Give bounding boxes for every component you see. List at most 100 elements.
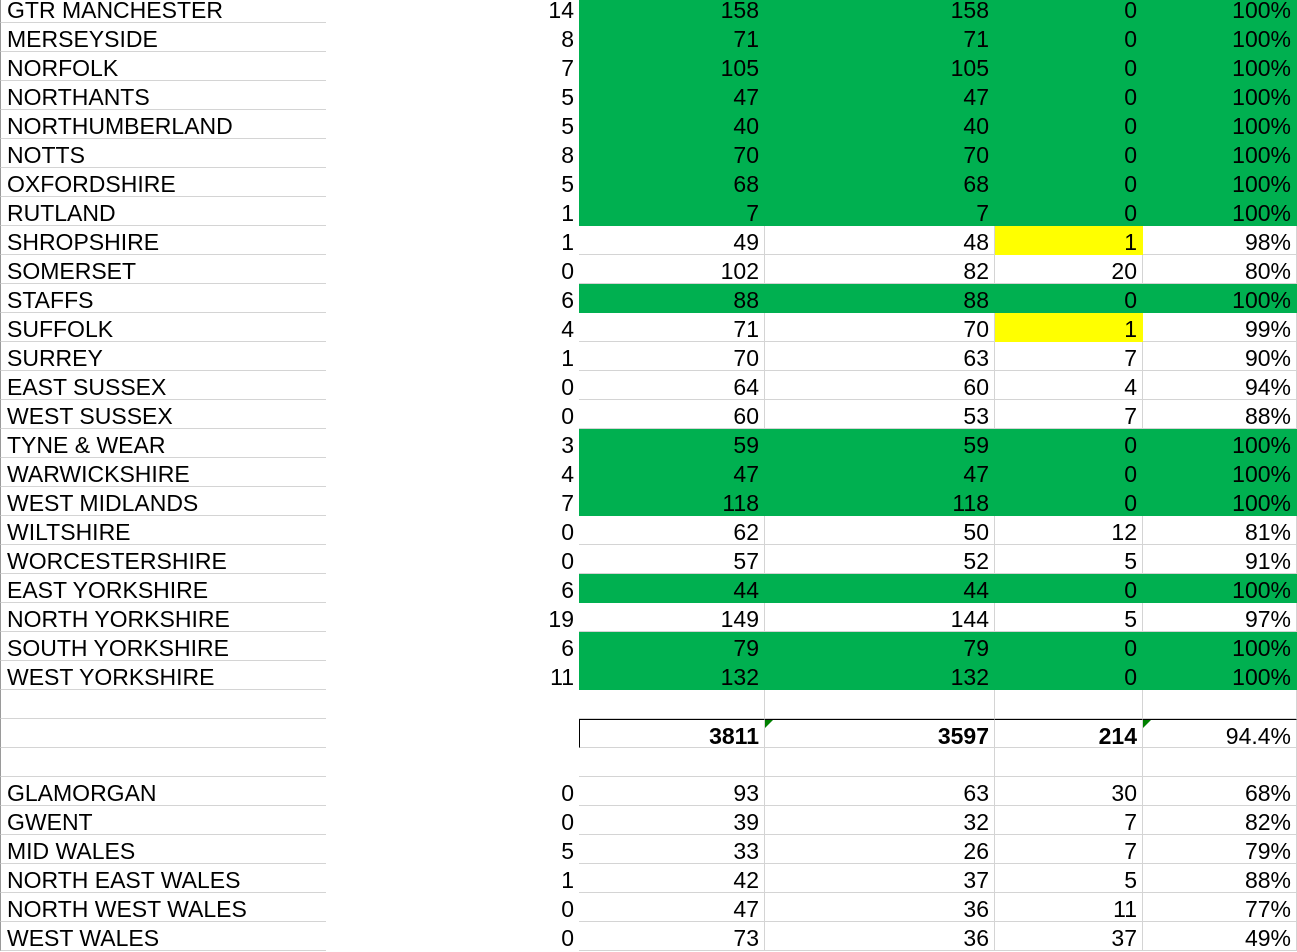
completed-cell[interactable]: 36 bbox=[765, 893, 995, 922]
completed-cell[interactable]: 47 bbox=[765, 458, 995, 487]
percent-cell[interactable]: 98% bbox=[1143, 226, 1297, 255]
region-name-cell[interactable]: RUTLAND bbox=[0, 197, 326, 226]
completed-cell[interactable]: 53 bbox=[765, 400, 995, 429]
outstanding-cell[interactable]: 20 bbox=[995, 255, 1143, 284]
completed-cell[interactable]: 48 bbox=[765, 226, 995, 255]
percent-cell[interactable]: 97% bbox=[1143, 603, 1297, 632]
outstanding-cell[interactable]: 0 bbox=[995, 284, 1143, 313]
total-cell[interactable]: 60 bbox=[579, 400, 765, 429]
completed-cell[interactable]: 79 bbox=[765, 632, 995, 661]
total-e-cell[interactable]: 214 bbox=[995, 719, 1143, 748]
total-cell[interactable]: 132 bbox=[579, 661, 765, 690]
total-cell[interactable]: 47 bbox=[579, 893, 765, 922]
region-name-cell[interactable]: STAFFS bbox=[0, 284, 326, 313]
count-cell[interactable]: 6 bbox=[561, 577, 574, 603]
empty-cell[interactable] bbox=[0, 719, 326, 748]
count-cell[interactable]: 6 bbox=[561, 287, 574, 313]
outstanding-cell[interactable]: 7 bbox=[995, 806, 1143, 835]
outstanding-cell[interactable]: 0 bbox=[995, 168, 1143, 197]
empty-cell[interactable] bbox=[326, 719, 579, 748]
empty-cell[interactable] bbox=[995, 748, 1143, 777]
count-cell[interactable]: 5 bbox=[561, 84, 574, 110]
count-cell[interactable]: 7 bbox=[561, 55, 574, 81]
region-name-cell[interactable]: SOMERSET bbox=[0, 255, 326, 284]
total-cell[interactable]: 118 bbox=[579, 487, 765, 516]
total-cell[interactable]: 39 bbox=[579, 806, 765, 835]
count-cell[interactable]: 6 bbox=[561, 635, 574, 661]
percent-cell[interactable]: 100% bbox=[1143, 458, 1297, 487]
percent-cell[interactable]: 100% bbox=[1143, 632, 1297, 661]
count-cell[interactable]: 0 bbox=[561, 896, 574, 922]
outstanding-cell[interactable]: 0 bbox=[995, 197, 1143, 226]
percent-cell[interactable]: 100% bbox=[1143, 574, 1297, 603]
outstanding-cell[interactable]: 11 bbox=[995, 893, 1143, 922]
region-name-cell[interactable]: NOTTS bbox=[0, 139, 326, 168]
total-cell[interactable]: 79 bbox=[579, 632, 765, 661]
percent-cell[interactable]: 81% bbox=[1143, 516, 1297, 545]
outstanding-cell[interactable]: 4 bbox=[995, 371, 1143, 400]
region-name-cell[interactable]: TYNE & WEAR bbox=[0, 429, 326, 458]
count-cell[interactable]: 5 bbox=[561, 838, 574, 864]
count-cell[interactable]: 0 bbox=[561, 925, 574, 951]
outstanding-cell[interactable]: 0 bbox=[995, 574, 1143, 603]
outstanding-cell[interactable]: 30 bbox=[995, 777, 1143, 806]
percent-cell[interactable]: 100% bbox=[1143, 110, 1297, 139]
count-cell[interactable]: 0 bbox=[561, 403, 574, 429]
outstanding-cell[interactable]: 0 bbox=[995, 661, 1143, 690]
total-c-cell[interactable]: 3811 bbox=[579, 719, 765, 748]
percent-cell[interactable]: 88% bbox=[1143, 864, 1297, 893]
count-cell[interactable]: 0 bbox=[561, 809, 574, 835]
completed-cell[interactable]: 47 bbox=[765, 81, 995, 110]
total-cell[interactable]: 47 bbox=[579, 458, 765, 487]
completed-cell[interactable]: 32 bbox=[765, 806, 995, 835]
percent-cell[interactable]: 91% bbox=[1143, 545, 1297, 574]
completed-cell[interactable]: 52 bbox=[765, 545, 995, 574]
region-name-cell[interactable]: WILTSHIRE bbox=[0, 516, 326, 545]
percent-cell[interactable]: 94% bbox=[1143, 371, 1297, 400]
count-cell[interactable]: 7 bbox=[561, 490, 574, 516]
total-cell[interactable]: 7 bbox=[579, 197, 765, 226]
total-cell[interactable]: 88 bbox=[579, 284, 765, 313]
outstanding-cell[interactable]: 37 bbox=[995, 922, 1143, 951]
region-name-cell[interactable]: EAST SUSSEX bbox=[0, 371, 326, 400]
completed-cell[interactable]: 63 bbox=[765, 777, 995, 806]
percent-cell[interactable]: 77% bbox=[1143, 893, 1297, 922]
total-cell[interactable]: 73 bbox=[579, 922, 765, 951]
outstanding-cell[interactable]: 1 bbox=[995, 226, 1143, 255]
outstanding-cell[interactable]: 5 bbox=[995, 545, 1143, 574]
count-cell[interactable]: 4 bbox=[561, 461, 574, 487]
outstanding-cell[interactable]: 5 bbox=[995, 603, 1143, 632]
total-cell[interactable]: 42 bbox=[579, 864, 765, 893]
total-f-cell[interactable]: 94.4% bbox=[1143, 719, 1297, 748]
region-name-cell[interactable]: GTR MANCHESTER bbox=[0, 0, 326, 23]
outstanding-cell[interactable]: 0 bbox=[995, 487, 1143, 516]
count-cell[interactable]: 8 bbox=[561, 26, 574, 52]
outstanding-cell[interactable]: 0 bbox=[995, 52, 1143, 81]
outstanding-cell[interactable]: 0 bbox=[995, 429, 1143, 458]
empty-cell[interactable] bbox=[0, 748, 326, 777]
empty-cell[interactable] bbox=[579, 690, 765, 719]
region-name-cell[interactable]: WEST YORKSHIRE bbox=[0, 661, 326, 690]
total-cell[interactable]: 40 bbox=[579, 110, 765, 139]
completed-cell[interactable]: 37 bbox=[765, 864, 995, 893]
total-cell[interactable]: 70 bbox=[579, 139, 765, 168]
region-name-cell[interactable]: GLAMORGAN bbox=[0, 777, 326, 806]
percent-cell[interactable]: 49% bbox=[1143, 922, 1297, 951]
total-cell[interactable]: 64 bbox=[579, 371, 765, 400]
outstanding-cell[interactable]: 7 bbox=[995, 835, 1143, 864]
empty-cell[interactable] bbox=[326, 690, 579, 719]
total-cell[interactable]: 102 bbox=[579, 255, 765, 284]
outstanding-cell[interactable]: 0 bbox=[995, 458, 1143, 487]
completed-cell[interactable]: 44 bbox=[765, 574, 995, 603]
outstanding-cell[interactable]: 12 bbox=[995, 516, 1143, 545]
completed-cell[interactable]: 70 bbox=[765, 139, 995, 168]
percent-cell[interactable]: 99% bbox=[1143, 313, 1297, 342]
completed-cell[interactable]: 68 bbox=[765, 168, 995, 197]
total-cell[interactable]: 158 bbox=[579, 0, 765, 23]
count-cell[interactable]: 0 bbox=[561, 374, 574, 400]
region-name-cell[interactable]: WARWICKSHIRE bbox=[0, 458, 326, 487]
completed-cell[interactable]: 105 bbox=[765, 52, 995, 81]
total-cell[interactable]: 149 bbox=[579, 603, 765, 632]
region-name-cell[interactable]: NORTHUMBERLAND bbox=[0, 110, 326, 139]
outstanding-cell[interactable]: 1 bbox=[995, 313, 1143, 342]
